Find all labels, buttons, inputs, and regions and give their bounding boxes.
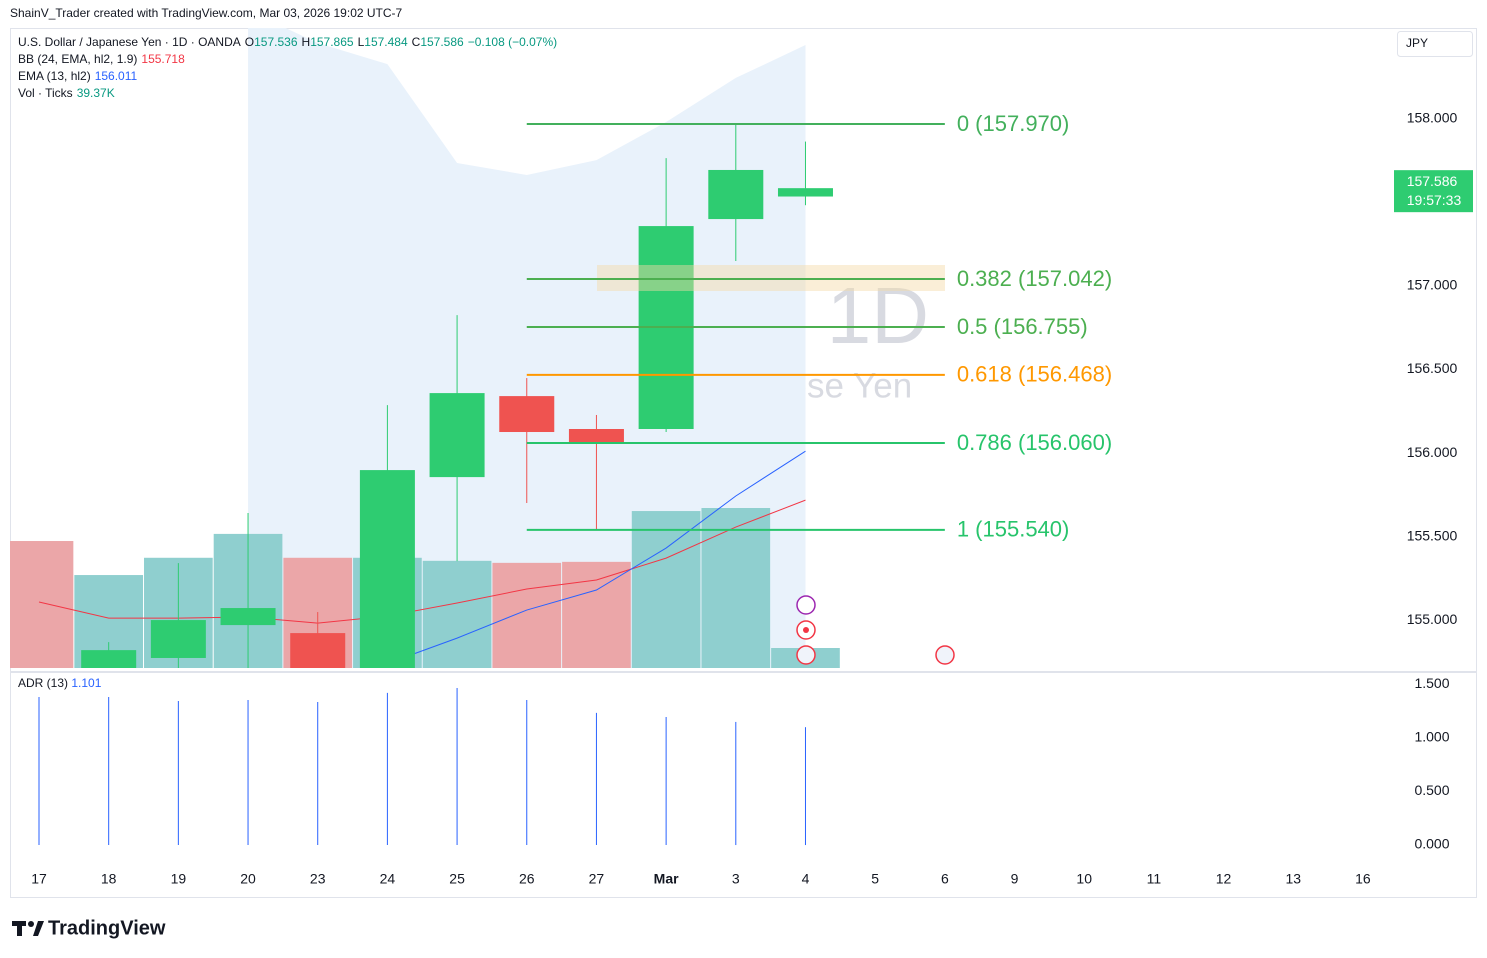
x-tick-label: 11 xyxy=(1147,871,1162,887)
y-tick-label: 156.500 xyxy=(1407,360,1458,376)
indicator-value: 155.718 xyxy=(141,52,185,66)
candle-body xyxy=(708,169,764,220)
y-tick-label: 155.500 xyxy=(1407,527,1458,543)
legend: U.S. Dollar / Japanese Yen · 1D · OANDA O… xyxy=(18,34,561,102)
zone xyxy=(597,265,945,291)
last-price-badge xyxy=(1394,170,1473,213)
logo: TradingView xyxy=(12,917,166,939)
x-tick-label: 12 xyxy=(1216,871,1232,887)
x-tick-label: 5 xyxy=(871,871,879,887)
y-tick-label: 1.500 xyxy=(1414,675,1449,691)
currency-label[interactable]: JPY xyxy=(1406,36,1428,50)
indicator-name: ADR (13) xyxy=(18,676,69,690)
x-tick-label: 27 xyxy=(589,871,605,887)
x-tick-label: Mar xyxy=(654,871,679,887)
y-tick-label: 155.000 xyxy=(1407,611,1458,627)
indicator-name: EMA (13, hl2) xyxy=(18,69,91,83)
ohlc-key: L xyxy=(357,35,365,49)
y-tick-label: 0.500 xyxy=(1414,782,1449,798)
fib-label: 0.5 (156.755) xyxy=(957,314,1088,339)
x-tick-label: 18 xyxy=(101,871,117,887)
fib-label: 0.786 (156.060) xyxy=(957,430,1112,455)
legend-row: BB (24, EMA, hl2, 1.9) 155.718 xyxy=(18,51,561,68)
event-icon-dot xyxy=(803,627,809,633)
indicator-line xyxy=(38,499,806,624)
countdown: 19:57:33 xyxy=(1407,192,1462,208)
x-tick-label: 3 xyxy=(732,871,740,887)
logo-text: TradingView xyxy=(48,917,166,939)
fib-label: 0.618 (156.468) xyxy=(957,362,1112,387)
main-pane xyxy=(10,28,840,668)
logo-mark xyxy=(28,921,34,927)
event-icon[interactable] xyxy=(935,645,955,665)
candle-body xyxy=(81,650,137,668)
x-tick-label: 20 xyxy=(240,871,256,887)
chart-frame xyxy=(10,28,1477,898)
fib-label: 1 (155.540) xyxy=(957,517,1070,542)
x-tick-label: 26 xyxy=(519,871,535,887)
x-tick-label: 19 xyxy=(171,871,187,887)
volume-bar xyxy=(10,541,74,668)
candle-body xyxy=(568,429,624,443)
currency-button[interactable] xyxy=(1397,31,1473,57)
event-icon[interactable] xyxy=(796,595,816,615)
logo-mark xyxy=(17,921,22,936)
volume-bar xyxy=(562,561,631,668)
indicator-name: BB (24, EMA, hl2, 1.9) xyxy=(18,52,138,66)
last-price: 157.586 xyxy=(1407,173,1458,189)
candle-body xyxy=(290,633,346,668)
volume-bar xyxy=(492,562,562,668)
indicator-line xyxy=(387,450,806,664)
indicator-value: 1.101 xyxy=(71,676,102,690)
fib-label: 0.382 (157.042) xyxy=(957,266,1112,291)
y-tick-label: 156.000 xyxy=(1407,444,1458,460)
y-tick-label: 157.000 xyxy=(1407,277,1458,293)
x-tick-label: 6 xyxy=(941,871,949,887)
ohlc-value: 157.536 xyxy=(254,35,298,49)
x-tick-label: 4 xyxy=(802,871,810,887)
indicator-value: 39.37K xyxy=(76,86,115,100)
change: −0.108 (−0.07%) xyxy=(467,35,558,49)
candle-body xyxy=(150,620,206,658)
x-tick-label: 24 xyxy=(380,871,396,887)
x-tick-label: 9 xyxy=(1011,871,1019,887)
event-icon[interactable] xyxy=(796,645,816,665)
x-tick-label: 10 xyxy=(1076,871,1092,887)
ohlc-key: H xyxy=(301,35,311,49)
attribution: ShainV_Trader created with TradingView.c… xyxy=(10,6,403,20)
volume-bar xyxy=(701,508,771,668)
candle-body xyxy=(777,188,833,197)
candle-body xyxy=(220,608,276,626)
y-tick-label: 0.000 xyxy=(1414,836,1449,852)
adr-legend: ADR (13) 1.101 xyxy=(18,676,101,690)
candle-body xyxy=(499,396,555,433)
legend-row: EMA (13, hl2) 156.011 xyxy=(18,68,561,85)
ohlc-key: C xyxy=(411,35,421,49)
ohlc-key: O xyxy=(244,35,255,49)
ohlc-value: 157.484 xyxy=(364,35,408,49)
fib-label: 0 (157.970) xyxy=(957,111,1070,136)
volume-bar xyxy=(422,560,492,668)
x-tick-label: 13 xyxy=(1285,871,1301,887)
symbol: U.S. Dollar / Japanese Yen · 1D · OANDA xyxy=(18,35,241,49)
legend-row: U.S. Dollar / Japanese Yen · 1D · OANDA O… xyxy=(18,34,561,51)
logo-mark xyxy=(33,921,44,936)
x-tick-label: 25 xyxy=(449,871,465,887)
indicator-value: 156.011 xyxy=(94,69,138,83)
adr-pane xyxy=(38,687,806,846)
legend-row: Vol · Ticks 39.37K xyxy=(18,85,561,102)
volume-bar xyxy=(631,511,701,668)
candle-body xyxy=(429,393,485,478)
candle-body xyxy=(359,470,415,668)
x-tick-label: 23 xyxy=(310,871,326,887)
y-tick-label: 158.000 xyxy=(1407,110,1458,126)
y-tick-label: 1.000 xyxy=(1414,729,1449,745)
x-tick-label: 16 xyxy=(1355,871,1371,887)
x-tick-label: 17 xyxy=(31,871,47,887)
indicator-name: Vol · Ticks xyxy=(18,86,73,100)
ohlc-value: 157.586 xyxy=(420,35,464,49)
ohlc-value: 157.865 xyxy=(310,35,354,49)
